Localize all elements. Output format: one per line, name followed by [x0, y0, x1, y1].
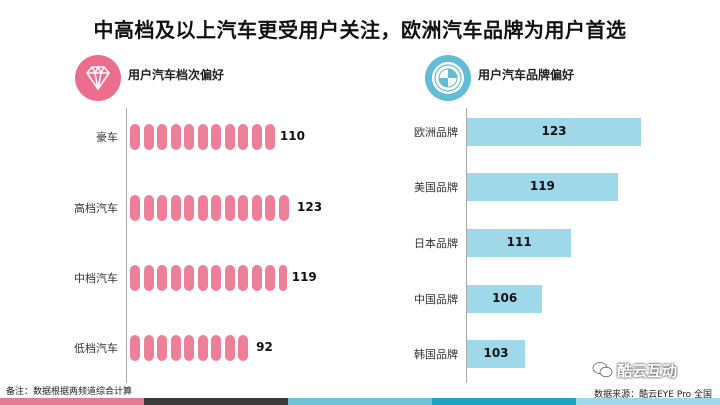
left-bar-segment: [157, 195, 167, 221]
footer-strip-4: [432, 398, 576, 405]
right-bar: [467, 285, 543, 313]
bmw-logo-icon: [425, 55, 471, 101]
left-category-label: 低档汽车: [74, 342, 118, 355]
left-bar-segment: [265, 124, 275, 150]
left-bar-segment: [170, 265, 181, 291]
left-bar-segment: [251, 195, 262, 221]
left-bar-segment: [251, 265, 262, 291]
left-bar-segment: [211, 195, 221, 221]
left-bar-segment: [170, 195, 181, 221]
left-bar-segment: [157, 335, 167, 361]
left-bar-segment: [265, 195, 275, 221]
right-category-label: 韩国品牌: [414, 348, 458, 361]
left-bar-segment: [265, 265, 275, 291]
right-category-label: 欧洲品牌: [414, 126, 458, 139]
right-category-label: 中国品牌: [414, 293, 458, 306]
footnote: 备注：数据根据两频道综合计算: [6, 387, 133, 397]
left-bar-segment: [184, 195, 194, 221]
left-bar-segment: [143, 124, 154, 150]
left-bar-segment: [197, 195, 208, 221]
left-bar-segment: [224, 124, 235, 150]
footer-strip-3: [288, 398, 432, 405]
diamond-icon: [75, 55, 121, 101]
left-panel-heading: 用户汽车档次偏好: [128, 68, 225, 82]
left-bar-segment: [238, 265, 248, 291]
left-bar-segment: [224, 195, 235, 221]
left-bar-segment: [184, 124, 194, 150]
footer-strip-5: [576, 398, 720, 405]
left-bar-segment: [130, 335, 140, 361]
right-bar: [467, 229, 572, 257]
right-category-label: 日本品牌: [414, 237, 458, 250]
right-bar: [467, 173, 618, 201]
left-bar-segment: [211, 335, 221, 361]
left-bar-segment: [278, 195, 289, 221]
left-bar-segment: [157, 124, 167, 150]
left-bar-segment: [170, 335, 181, 361]
left-value-label: 123: [297, 200, 323, 214]
right-category-label: 美国品牌: [414, 181, 458, 194]
left-bar-segment: [251, 124, 262, 150]
left-bar-segment: [184, 265, 194, 291]
left-bar-segment: [197, 124, 208, 150]
left-bar-segment: [197, 335, 208, 361]
brand-watermark: 酷云互动: [592, 360, 677, 381]
right-value-label: 119: [529, 179, 555, 193]
left-bar-segment: [157, 265, 167, 291]
right-bar: [467, 340, 525, 368]
left-bar-segment: [143, 265, 154, 291]
left-value-label: 92: [256, 340, 273, 354]
right-panel-heading: 用户汽车品牌偏好: [478, 68, 575, 82]
left-bar-segment: [130, 124, 140, 150]
right-value-label: 123: [541, 124, 567, 138]
left-bar-segment: [224, 265, 235, 291]
page-title: 中高档及以上汽车更受用户关注，欧洲汽车品牌为用户首选: [93, 18, 627, 42]
left-value-label: 110: [279, 129, 305, 143]
wechat-icon: [592, 362, 613, 378]
left-bar-segment: [211, 124, 221, 150]
left-bar-segment: [238, 335, 248, 361]
left-bar-segment: [278, 265, 287, 291]
left-bar-segment: [238, 195, 248, 221]
left-bar-segment: [143, 195, 154, 221]
footer-strip-1: [0, 398, 144, 405]
data-source: 数据来源：酷云EYE Pro 全国: [594, 390, 712, 400]
left-bar-segment: [197, 265, 208, 291]
left-category-label: 高档汽车: [74, 202, 118, 215]
right-bar: [467, 118, 641, 146]
left-bar-segment: [224, 335, 235, 361]
left-bar-segment: [130, 195, 140, 221]
right-chart-axis: [466, 108, 467, 383]
left-bar-segment: [143, 335, 154, 361]
left-category-label: 豪车: [96, 131, 118, 144]
footer-strip-2: [144, 398, 288, 405]
right-value-label: 106: [492, 291, 518, 305]
left-bar-segment: [211, 265, 221, 291]
right-value-label: 111: [506, 235, 532, 249]
brand-name: 酷云互动: [617, 362, 678, 380]
right-value-label: 103: [483, 346, 509, 360]
left-bar-segment: [130, 265, 140, 291]
left-bar-segment: [170, 124, 181, 150]
left-category-label: 中档汽车: [74, 272, 118, 285]
left-value-label: 119: [291, 270, 317, 284]
left-chart-axis: [126, 108, 127, 383]
left-bar-segment: [184, 335, 194, 361]
left-bar-segment: [238, 124, 248, 150]
